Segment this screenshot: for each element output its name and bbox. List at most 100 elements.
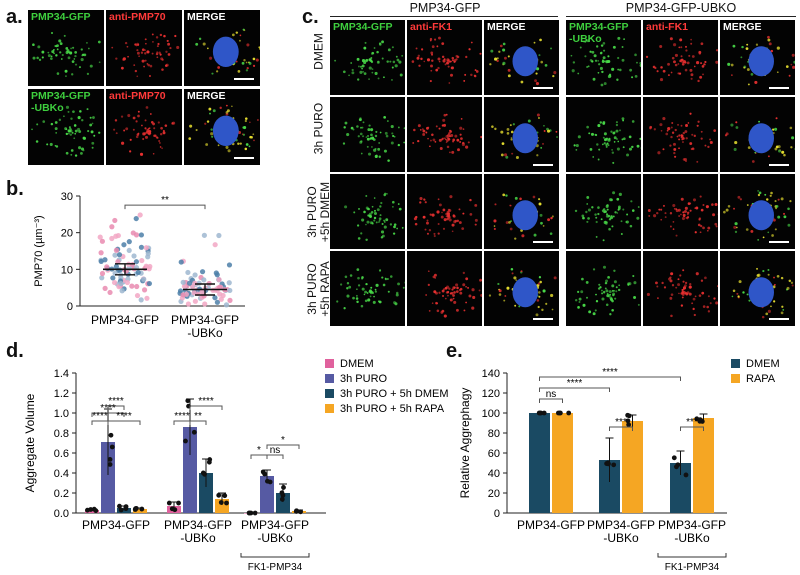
- data-point: [214, 272, 220, 278]
- bar: [276, 493, 290, 513]
- data-point: [104, 264, 110, 270]
- data-point: [183, 438, 188, 444]
- data-point: [626, 413, 632, 419]
- data-point: [107, 462, 113, 467]
- panel-a-tile: anti-PMP70: [106, 10, 182, 86]
- data-point: [697, 417, 703, 423]
- data-point: [252, 510, 258, 516]
- y-tick-label: 0: [67, 301, 73, 313]
- micrograph-label: MERGE: [723, 21, 762, 33]
- bar: [693, 418, 714, 513]
- significance-label: ****: [198, 396, 214, 407]
- y-tick-label: 0.4: [54, 468, 69, 480]
- scale-bar: [533, 318, 553, 320]
- scale-bar: [769, 87, 789, 89]
- data-point: [115, 259, 121, 265]
- data-point: [246, 510, 252, 516]
- data-point: [191, 290, 197, 296]
- significance-label: ****: [108, 396, 124, 407]
- scale-bar: [234, 157, 254, 159]
- panel-a-tile: PMP34-GFP -UBKo: [28, 89, 104, 165]
- significance-label: ***: [615, 417, 627, 428]
- y-tick-label: 100: [482, 408, 500, 420]
- significance-bracket: [266, 454, 284, 459]
- data-point: [172, 507, 178, 513]
- panel-c-tile: [484, 97, 559, 172]
- data-point: [207, 457, 213, 462]
- legend-label: 3h PURO: [340, 373, 388, 385]
- panel-c-row-label: 3h PURO +5h RAPA: [305, 260, 332, 317]
- significance-label: *: [257, 445, 261, 456]
- data-point: [129, 283, 135, 289]
- data-point: [109, 444, 115, 450]
- data-point: [113, 247, 120, 253]
- x-category-label: PMP34-GFP: [164, 518, 232, 532]
- data-point: [138, 297, 144, 303]
- y-tick-label: 20: [488, 488, 500, 500]
- micrograph-label: anti-PMP70: [109, 11, 166, 23]
- data-point: [227, 297, 233, 303]
- data-point: [124, 279, 130, 286]
- panel-letter-d: d.: [6, 340, 24, 362]
- significance-bracket: [124, 204, 206, 210]
- significance-bracket: [107, 405, 125, 410]
- data-point: [102, 285, 108, 291]
- data-point: [212, 295, 218, 301]
- bar: [260, 476, 274, 513]
- data-point: [671, 455, 677, 461]
- data-point: [137, 212, 143, 218]
- x-category-label: PMP34-GFP: [241, 518, 309, 532]
- panel-c-tile: MERGE: [720, 20, 795, 95]
- data-point: [298, 509, 303, 515]
- legend-label: 3h PURO + 5h RAPA: [340, 403, 445, 415]
- panel-letter-e: e.: [446, 340, 463, 362]
- data-point: [555, 410, 561, 416]
- data-point: [99, 238, 106, 244]
- significance-label: ****: [174, 411, 190, 422]
- panel-a-tile: anti-PMP70: [106, 89, 182, 165]
- panel-c-tile: [407, 251, 482, 326]
- panel-letter-b: b.: [6, 178, 24, 200]
- panel-c-tile: [720, 97, 795, 172]
- group-bracket: [657, 553, 727, 558]
- significance-label: ****: [116, 411, 132, 422]
- data-point: [116, 252, 123, 258]
- data-point: [178, 259, 184, 265]
- data-point: [109, 235, 115, 242]
- data-point: [186, 280, 193, 286]
- y-axis-label: PMP70 (µm⁻³): [33, 215, 45, 286]
- data-point: [112, 252, 118, 258]
- significance-bracket: [189, 405, 223, 410]
- y-axis-label: Aggregate Volume: [23, 393, 37, 492]
- data-point: [118, 280, 124, 287]
- legend-swatch: [325, 389, 334, 398]
- y-tick-label: 1.2: [54, 388, 69, 400]
- bar: [599, 460, 620, 513]
- panel-c-tile: anti-FK1: [407, 20, 482, 95]
- panel-c-row-label: 3h PURO: [311, 102, 326, 154]
- x-category-label: -UBKo: [187, 326, 223, 340]
- panel-c-group1-header: PMP34-GFP: [409, 1, 481, 15]
- y-tick-label: 20: [61, 228, 73, 240]
- data-point: [216, 277, 222, 283]
- panel-c-tile: [643, 251, 718, 326]
- x-category-label: -UBKo: [257, 531, 293, 545]
- bar: [133, 509, 147, 513]
- y-tick-label: 120: [482, 388, 500, 400]
- data-point: [134, 283, 140, 290]
- x-category-label: -UBKo: [674, 531, 710, 545]
- panel-c-tile: [407, 97, 482, 172]
- micrograph-label: MERGE: [487, 21, 526, 33]
- data-point: [267, 479, 273, 485]
- panel-c-group2-line: [566, 16, 796, 17]
- data-point: [566, 410, 572, 416]
- panel-c-tile: [330, 174, 405, 249]
- significance-bracket: [539, 387, 610, 392]
- panel-c-tile: [566, 97, 641, 172]
- data-point: [541, 410, 547, 416]
- y-tick-label: 1.4: [54, 368, 69, 380]
- data-point: [185, 269, 191, 276]
- panel-c-tile: anti-FK1: [643, 20, 718, 95]
- y-tick-label: 140: [482, 368, 500, 380]
- data-point: [130, 262, 136, 268]
